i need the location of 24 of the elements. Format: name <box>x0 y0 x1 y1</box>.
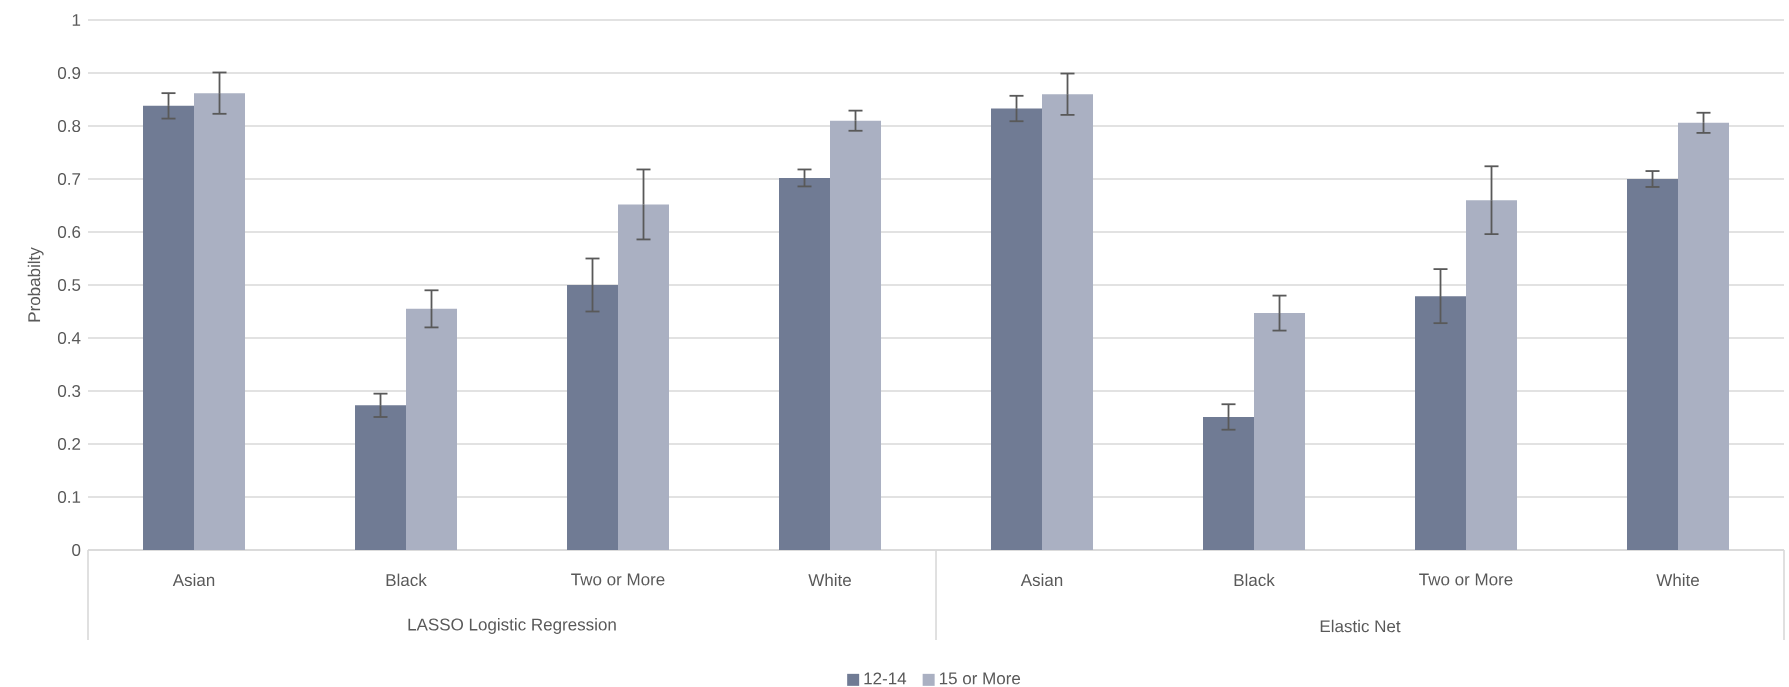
y-tick-label: 0.8 <box>57 120 81 133</box>
y-tick-label: 0.4 <box>57 332 81 345</box>
x-tick-label: Two or More <box>571 573 665 586</box>
y-tick-label: 1 <box>72 14 81 26</box>
y-tick-label: 0.1 <box>57 491 81 504</box>
y-tick-label: 0 <box>72 544 81 557</box>
x-tick-label: Two or More <box>1419 573 1513 586</box>
y-tick-label: 0.9 <box>57 67 81 80</box>
x-tick-label: Black <box>1234 573 1275 587</box>
y-tick-label: 0.3 <box>57 385 81 398</box>
x-tick-label: White <box>808 573 851 587</box>
text: Elastic Net <box>1320 619 1401 633</box>
text: LASSO Logistic Regression <box>408 618 616 634</box>
y-axis-title: Probabilty <box>27 247 44 322</box>
y-tick-label: 0.6 <box>57 226 81 239</box>
x-tick-label: Black <box>386 573 427 587</box>
x-tick-label: Asian <box>172 573 215 587</box>
y-tick-label: 0.2 <box>57 438 81 451</box>
x-tick-label: Asian <box>1020 573 1063 587</box>
legend-label: 15 or More <box>939 672 1021 685</box>
y-tick-label: 0.5 <box>57 279 81 292</box>
legend-label: 12-14 <box>864 672 907 685</box>
x-tick-label: White <box>1656 573 1699 587</box>
y-tick-label: 0.7 <box>57 173 81 186</box>
